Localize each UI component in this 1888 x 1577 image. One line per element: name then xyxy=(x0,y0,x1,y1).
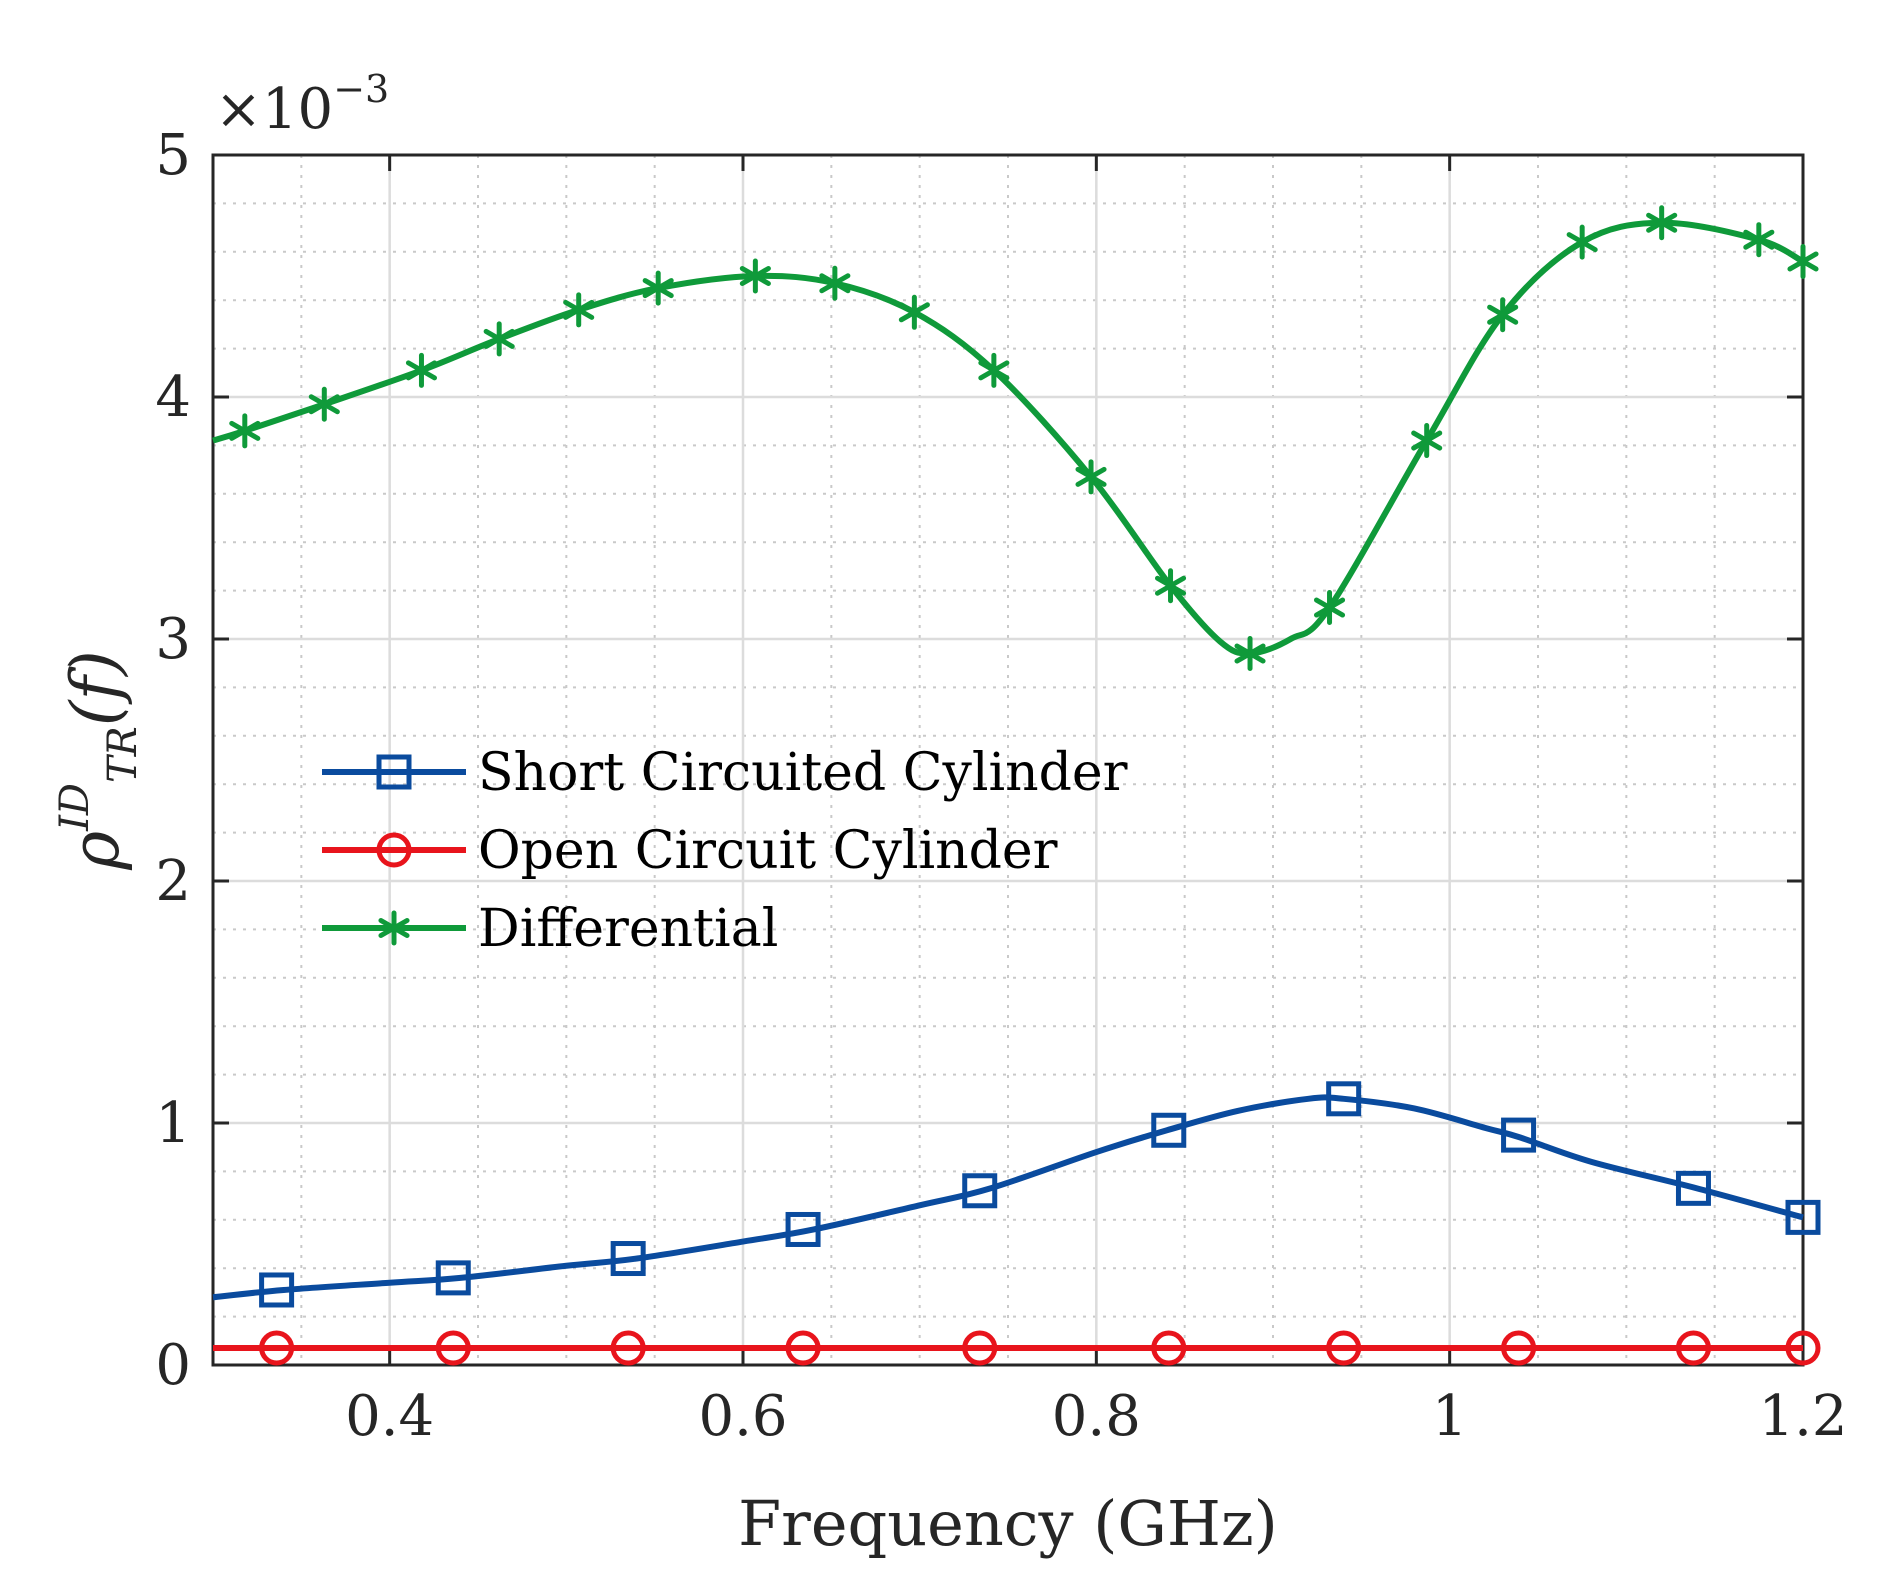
y-axis-exponent: ×10−3 xyxy=(215,67,389,142)
asterisk-marker xyxy=(1487,304,1519,325)
tick-labels: 0.4 0.6 0.8 1 1.2 0 1 2 3 4 5 xyxy=(155,123,1847,1449)
circle-marker xyxy=(785,1330,821,1366)
asterisk-marker xyxy=(1743,229,1775,250)
x-tick-label: 0.6 xyxy=(698,1384,787,1449)
legend-label: Differential xyxy=(478,899,778,959)
y-tick-label: 2 xyxy=(155,849,191,914)
asterisk-marker xyxy=(1075,466,1107,487)
asterisk-marker xyxy=(978,360,1010,381)
asterisk-marker xyxy=(1313,597,1346,618)
legend-entry: Open Circuit Cylinder xyxy=(322,821,1058,881)
series-differential xyxy=(212,205,1819,672)
asterisk-marker xyxy=(308,394,340,415)
circle-marker xyxy=(1785,1330,1821,1366)
asterisk-marker xyxy=(483,328,515,349)
y-tick-label: 5 xyxy=(155,123,191,188)
circle-marker xyxy=(1326,1330,1362,1366)
square-marker xyxy=(1151,1112,1187,1148)
y-tick-label: 1 xyxy=(155,1091,191,1156)
asterisk-marker xyxy=(819,273,851,294)
square-marker xyxy=(435,1260,471,1296)
x-tick-label: 0.4 xyxy=(345,1384,434,1449)
y-tick-label: 0 xyxy=(155,1333,191,1398)
square-marker xyxy=(1326,1081,1362,1117)
series-open-circuit-cylinder xyxy=(213,1330,1821,1366)
asterisk-marker xyxy=(898,302,930,323)
asterisk-marker xyxy=(1646,212,1678,233)
y-axis-label: ρIDTR(f) xyxy=(52,650,146,870)
square-marker xyxy=(1501,1117,1537,1153)
square-marker xyxy=(962,1173,998,1209)
circle-marker xyxy=(376,832,412,868)
x-axis-label: Frequency (GHz) xyxy=(738,1487,1278,1560)
asterisk-marker xyxy=(739,266,771,286)
svg-text:ρIDTR(f): ρIDTR(f) xyxy=(52,650,146,870)
circle-marker xyxy=(1501,1330,1537,1366)
asterisk-marker xyxy=(378,918,410,938)
asterisk-marker xyxy=(1411,430,1443,451)
plot-area-box xyxy=(211,153,1805,1367)
asterisk-marker xyxy=(229,420,261,441)
y-label-sub: TR xyxy=(100,726,146,783)
circle-marker xyxy=(962,1330,998,1366)
asterisk-marker xyxy=(1154,575,1187,596)
legend-entry: Differential xyxy=(322,899,778,959)
asterisk-marker xyxy=(563,299,595,320)
circle-marker xyxy=(259,1330,295,1366)
square-marker xyxy=(1675,1170,1711,1206)
square-marker xyxy=(785,1211,821,1247)
asterisk-marker xyxy=(642,278,674,299)
circle-marker xyxy=(1675,1330,1711,1366)
series-short-circuited-cylinder xyxy=(212,1081,1821,1308)
y-label-base: ρ xyxy=(57,831,134,871)
asterisk-marker xyxy=(1787,251,1819,272)
svg-text:×10−3: ×10−3 xyxy=(215,67,389,142)
asterisk-marker xyxy=(1566,232,1598,253)
circle-marker xyxy=(610,1330,646,1366)
legend-label: Open Circuit Cylinder xyxy=(478,821,1058,881)
y-tick-label: 3 xyxy=(155,607,191,672)
circle-marker xyxy=(1151,1330,1187,1366)
series-layer xyxy=(212,205,1821,1366)
legend-entry: Short Circuited Cylinder xyxy=(322,743,1128,803)
exponent-power: −3 xyxy=(333,67,389,111)
axis-ticks xyxy=(213,153,1805,1367)
square-marker xyxy=(259,1272,295,1308)
asterisk-marker xyxy=(405,360,438,381)
legend-label: Short Circuited Cylinder xyxy=(478,743,1128,803)
asterisk-marker xyxy=(1234,643,1266,664)
x-tick-label: 1 xyxy=(1432,1384,1468,1449)
x-tick-label: 0.8 xyxy=(1052,1384,1141,1449)
y-label-arg: (f) xyxy=(57,650,134,726)
exponent-prefix: ×10 xyxy=(215,77,333,142)
legend: Short Circuited Cylinder Open Circuit Cyl… xyxy=(322,743,1128,959)
square-marker xyxy=(376,754,412,790)
circle-marker xyxy=(435,1330,471,1366)
square-marker xyxy=(1785,1199,1821,1235)
square-marker xyxy=(610,1241,646,1277)
series-line xyxy=(212,1094,1804,1301)
x-tick-label: 1.2 xyxy=(1758,1384,1847,1449)
y-label-sup: ID xyxy=(52,783,98,832)
y-tick-label: 4 xyxy=(155,365,191,430)
